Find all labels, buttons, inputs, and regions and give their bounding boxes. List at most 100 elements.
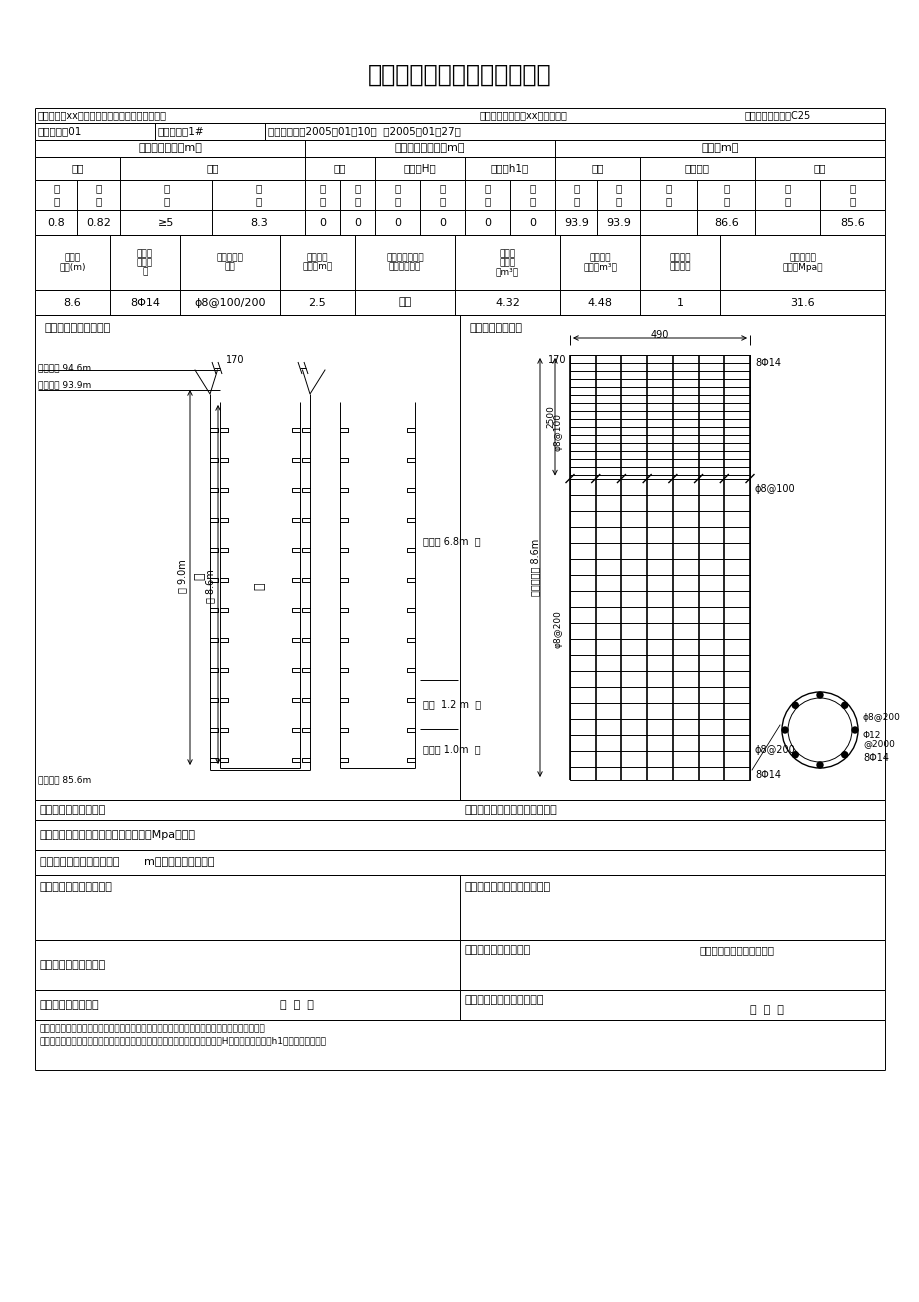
Text: 高度（H）: 高度（H） (403, 164, 436, 173)
Text: 工程名称：xx用房及曝光路门面人工挖孔桩工程: 工程名称：xx用房及曝光路门面人工挖孔桩工程 (38, 111, 167, 121)
Text: 试块试压强: 试块试压强 (789, 254, 815, 263)
Text: 持力层顶: 持力层顶 (685, 164, 709, 173)
Circle shape (851, 727, 857, 733)
Text: 计: 计 (394, 197, 400, 207)
Text: 测: 测 (354, 197, 360, 207)
Text: 项目专业监理工程（建: 项目专业监理工程（建 (464, 945, 530, 954)
Text: ϕ8@200: ϕ8@200 (862, 713, 900, 723)
Text: 卵石层 1.0m  厚: 卵石层 1.0m 厚 (423, 745, 480, 755)
Text: 0: 0 (483, 217, 491, 228)
Text: 年  月  日: 年 月 日 (279, 1000, 313, 1010)
Text: 8Φ14: 8Φ14 (862, 753, 888, 763)
Text: 测: 测 (255, 197, 262, 207)
Text: 桩底: 桩底 (813, 164, 825, 173)
Text: 径及根: 径及根 (137, 258, 153, 267)
Text: 钢筋笼长度 8.6m: 钢筋笼长度 8.6m (529, 539, 539, 596)
Text: 计: 计 (319, 197, 325, 207)
Text: 8Φ14: 8Φ14 (754, 769, 780, 780)
Text: 该桩桩底进入持力层深度：       m。勘探单位勘查人：: 该桩桩底进入持力层深度： m。勘探单位勘查人： (40, 858, 214, 867)
Text: 箍筋直径及: 箍筋直径及 (216, 254, 244, 263)
Text: 桩: 桩 (254, 582, 267, 590)
Text: 深 9.0m: 深 9.0m (176, 559, 187, 592)
Bar (570, 355, 749, 780)
Text: 实: 实 (615, 184, 621, 194)
Text: 0: 0 (528, 217, 536, 228)
Text: 标高（m）: 标高（m） (700, 143, 738, 154)
Text: 计: 计 (163, 197, 169, 207)
Text: 设: 设 (394, 184, 400, 194)
Text: 计: 计 (784, 197, 789, 207)
Text: 项目专业质量检查员: 项目专业质量检查员 (40, 1000, 99, 1010)
Circle shape (841, 751, 846, 758)
Text: 170: 170 (548, 355, 566, 365)
Text: 注：桩孔结构柱状图应按比例绘制成孔形状，其左侧标注成孔实测几何尺寸及桩顶（即承台底）: 注：桩孔结构柱状图应按比例绘制成孔形状，其左侧标注成孔实测几何尺寸及桩顶（即承台… (40, 1025, 266, 1034)
Text: 4.32: 4.32 (494, 297, 519, 307)
Text: 计: 计 (573, 197, 579, 207)
Text: 实: 实 (439, 184, 445, 194)
Text: 桩身几何尺寸（m）: 桩身几何尺寸（m） (138, 143, 201, 154)
Text: 实际浇注: 实际浇注 (588, 254, 610, 263)
Text: 良好: 良好 (398, 297, 411, 307)
Text: 数: 数 (142, 267, 148, 276)
Text: 设: 设 (573, 184, 579, 194)
Text: 年  月  日: 年 月 日 (749, 1005, 783, 1016)
Text: 计: 计 (483, 197, 490, 207)
Circle shape (791, 702, 798, 708)
Text: 直径: 直径 (334, 164, 346, 173)
Text: @2000: @2000 (862, 740, 894, 749)
Text: 钢筋笼: 钢筋笼 (64, 254, 81, 263)
Text: 31.6: 31.6 (789, 297, 814, 307)
Text: 0: 0 (319, 217, 325, 228)
Text: 测: 测 (96, 197, 102, 207)
Text: 85.6: 85.6 (839, 217, 864, 228)
Text: 计: 计 (665, 197, 671, 207)
Text: 8Φ14: 8Φ14 (130, 297, 160, 307)
Text: 0: 0 (438, 217, 446, 228)
Text: 8.6: 8.6 (63, 297, 81, 307)
Text: 实: 实 (848, 184, 855, 194)
Text: ϕ8@100: ϕ8@100 (754, 483, 795, 493)
Text: 砼量（m³）: 砼量（m³） (583, 263, 617, 272)
Text: 长度（m）: 长度（m） (302, 263, 333, 272)
Text: 留置砼试: 留置砼试 (668, 254, 690, 263)
Text: 8.3: 8.3 (250, 217, 267, 228)
Text: 设: 设 (483, 184, 490, 194)
Text: 主筋直: 主筋直 (137, 249, 153, 258)
Text: 2.5: 2.5 (308, 297, 326, 307)
Text: 砼设计强度等级：C25: 砼设计强度等级：C25 (744, 111, 811, 121)
Text: 桩孔地质结构桩状图：: 桩孔地质结构桩状图： (45, 323, 111, 333)
Text: 测: 测 (439, 197, 445, 207)
Text: 93.9: 93.9 (606, 217, 630, 228)
Text: 外观质量情况: 外观质量情况 (389, 263, 421, 272)
Text: 设: 设 (163, 184, 169, 194)
Text: 长 8.6m: 长 8.6m (205, 569, 215, 603)
Text: 桩长: 桩长 (206, 164, 219, 173)
Text: 人工挖孔灌注桩单桩施工记录: 人工挖孔灌注桩单桩施工记录 (368, 62, 551, 87)
Text: 93.9: 93.9 (563, 217, 588, 228)
Text: 桩顶: 桩顶 (591, 164, 603, 173)
Text: 回填土 6.8m  厚: 回填土 6.8m 厚 (423, 536, 480, 546)
Text: 测: 测 (722, 197, 729, 207)
Text: 施工单位：湖南省xx化施工公司: 施工单位：湖南省xx化施工公司 (480, 111, 567, 121)
Text: 实: 实 (528, 184, 535, 194)
Circle shape (816, 762, 823, 768)
Text: 施工序号：01: 施工序号：01 (38, 126, 83, 137)
Text: 施工单位检查评定结果：: 施工单位检查评定结果： (40, 881, 113, 892)
Text: 计: 计 (53, 197, 60, 207)
Text: 井口标高 94.6m: 井口标高 94.6m (38, 363, 91, 372)
Text: 该桩持力层土质名称及承载力标准值（Mpa）为：: 该桩持力层土质名称及承载力标准值（Mpa）为： (40, 829, 196, 840)
Text: 1: 1 (675, 297, 683, 307)
Text: 86.6: 86.6 (713, 217, 738, 228)
Text: 设: 设 (53, 184, 60, 194)
Text: 粘土  1.2 m  厚: 粘土 1.2 m 厚 (423, 699, 481, 710)
Text: 、桩底和持力层顶面标高，右侧自上而下标注地质部面各土层名称、厚度等。H指扩大头总高度，h1指弧形部分高度。: 、桩底和持力层顶面标高，右侧自上而下标注地质部面各土层名称、厚度等。H指扩大头总… (40, 1036, 326, 1046)
Text: 钢筋隐蔽验收图：: 钢筋隐蔽验收图： (470, 323, 522, 333)
Text: 8Φ14: 8Φ14 (754, 358, 780, 368)
Circle shape (781, 727, 788, 733)
Text: 0: 0 (354, 217, 360, 228)
Text: 箍筋加密: 箍筋加密 (306, 254, 328, 263)
Text: 扩大头几何尺寸（m）: 扩大头几何尺寸（m） (394, 143, 465, 154)
Text: Φ12: Φ12 (862, 730, 880, 740)
Text: 0.8: 0.8 (47, 217, 65, 228)
Text: 设: 设 (665, 184, 671, 194)
